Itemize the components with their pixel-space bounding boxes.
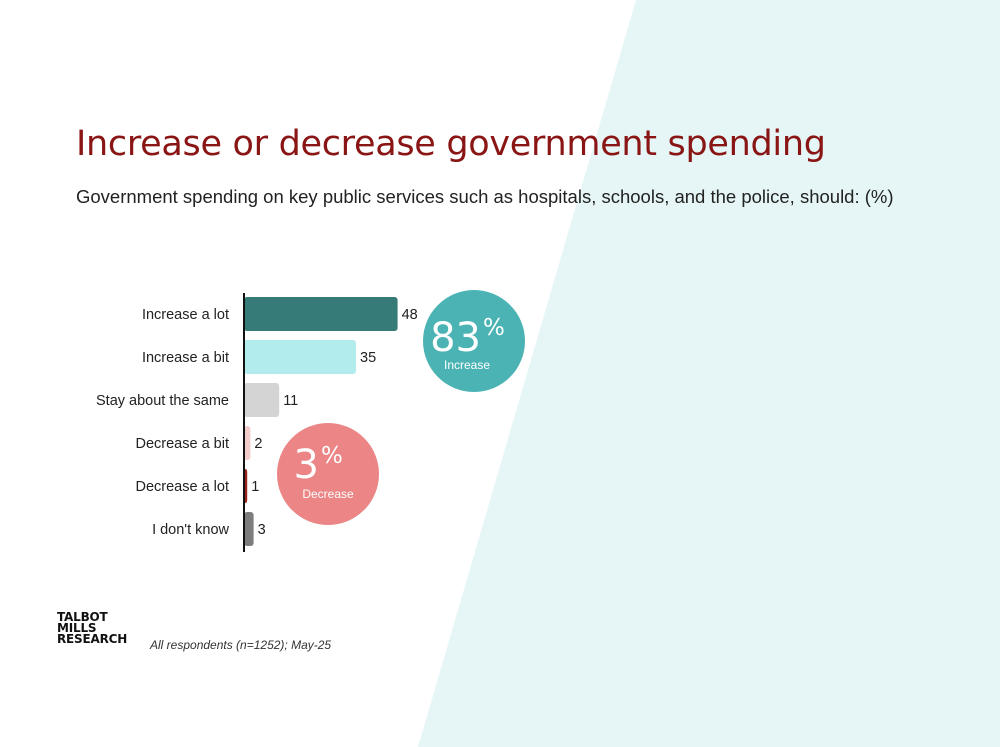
category-label: Decrease a lot: [136, 479, 230, 495]
bar-group: Increase a lot 48 Increase a bit 35 Stay abo…: [96, 297, 418, 546]
data-label: 48: [402, 307, 418, 323]
page-subtitle: Government spending on key public servic…: [76, 186, 894, 207]
data-label: 2: [254, 436, 262, 452]
increase-callout-unit: %: [483, 315, 505, 341]
decrease-callout-label: Decrease: [302, 487, 354, 501]
bar: [244, 340, 356, 374]
decrease-callout-value: 3: [294, 442, 319, 488]
increase-callout-circle: [423, 290, 525, 392]
logo-line: MILLS: [57, 621, 97, 635]
category-label: Stay about the same: [96, 393, 229, 409]
bar: [244, 512, 254, 546]
category-label: Increase a lot: [142, 307, 229, 323]
data-label: 1: [251, 479, 259, 495]
logo-line: RESEARCH: [57, 632, 128, 646]
data-label: 3: [258, 522, 266, 538]
increase-callout: 83 % Increase: [423, 290, 525, 392]
logo-line: TALBOT: [57, 610, 108, 624]
category-label: Decrease a bit: [136, 436, 230, 452]
data-label: 11: [283, 393, 298, 409]
bar: [244, 426, 251, 460]
source-note: All respondents (n=1252); May-25: [150, 638, 332, 652]
increase-callout-value: 83: [430, 315, 481, 361]
bar: [244, 383, 280, 417]
bar: [244, 297, 398, 331]
talbot-mills-logo: TALBOT MILLS RESEARCH: [57, 610, 128, 646]
increase-callout-label: Increase: [444, 358, 490, 372]
decrease-callout-circle: [277, 423, 379, 525]
data-label: 35: [360, 350, 376, 366]
decrease-callout: 3 % Decrease: [277, 423, 379, 525]
page-title: Increase or decrease government spending: [76, 124, 826, 164]
category-label: I don't know: [152, 522, 229, 538]
category-label: Increase a bit: [142, 350, 229, 366]
decrease-callout-unit: %: [321, 443, 343, 469]
